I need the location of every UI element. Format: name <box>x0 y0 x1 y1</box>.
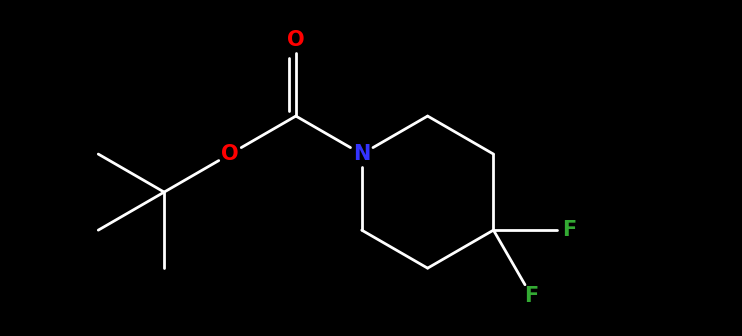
Text: O: O <box>287 30 305 50</box>
Text: F: F <box>562 220 577 240</box>
Text: N: N <box>353 144 370 164</box>
Text: O: O <box>221 144 239 164</box>
Text: F: F <box>525 286 539 306</box>
